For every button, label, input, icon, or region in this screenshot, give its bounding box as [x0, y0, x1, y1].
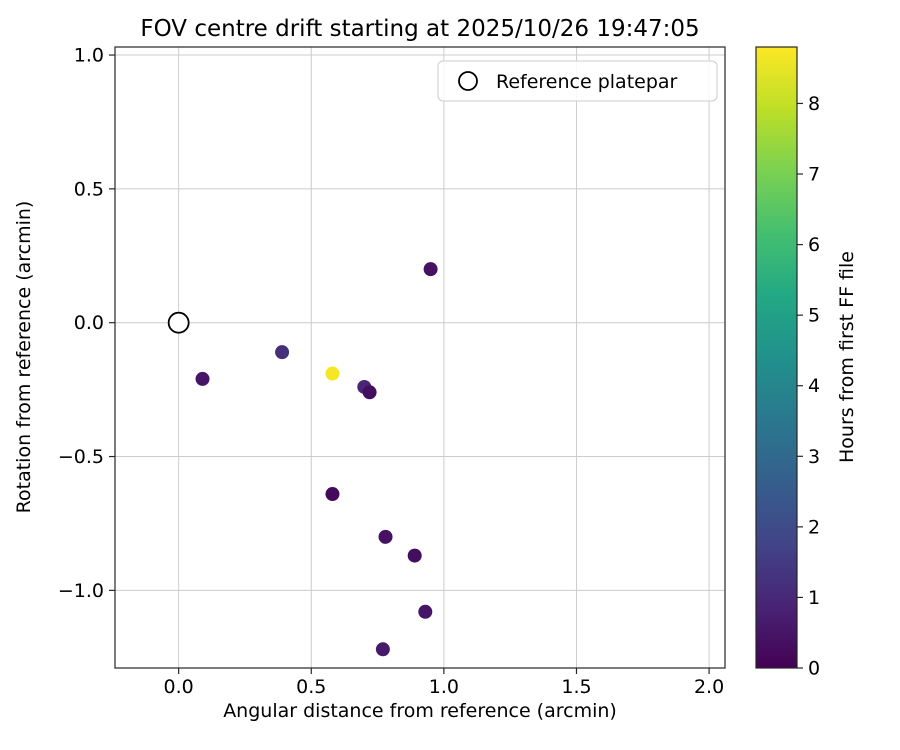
- tick-marks-and-labels: 0.0 0.5 1.0 1.5 2.0 1.0 0.5 0.0 −0.5 −1.0: [58, 45, 724, 698]
- y-tick-label: −0.5: [58, 446, 104, 468]
- colorbar-tick-label: 4: [808, 375, 820, 397]
- legend: Reference platepar: [437, 60, 718, 102]
- x-axis-label: Angular distance from reference (arcmin): [223, 700, 617, 722]
- x-tick-label: 0.5: [296, 676, 326, 698]
- x-tick-label: 0.0: [164, 676, 194, 698]
- colorbar-tick-label: 5: [808, 305, 820, 327]
- y-tick-label: 0.5: [74, 178, 104, 200]
- colorbar-tick-label: 8: [808, 93, 820, 115]
- x-tick-label: 1.0: [429, 676, 459, 698]
- data-point: [275, 345, 290, 360]
- colorbar-tick-label: 7: [808, 164, 820, 186]
- data-point: [325, 366, 340, 381]
- y-tick-label: −1.0: [58, 580, 104, 602]
- axes-frame: [114, 46, 726, 669]
- data-point: [378, 529, 393, 544]
- x-tick-label: 2.0: [694, 676, 724, 698]
- y-tick-label: 1.0: [74, 45, 104, 67]
- colorbar-tick-label: 2: [808, 516, 820, 538]
- y-axis-label: Rotation from reference (arcmin): [13, 201, 35, 514]
- colorbar-tick-label: 3: [808, 446, 820, 468]
- colorbar-tick-label: 0: [808, 658, 820, 680]
- colorbar-label: Hours from first FF file: [836, 251, 858, 463]
- data-point: [375, 642, 390, 657]
- data-point: [407, 548, 422, 563]
- data-point: [325, 487, 340, 502]
- legend-box: [437, 60, 718, 102]
- reference-platepar-legend-icon: [458, 71, 478, 91]
- data-point: [195, 371, 210, 386]
- reference-platepar-marker: [167, 311, 190, 334]
- data-point: [362, 385, 377, 400]
- grid-lines: [115, 47, 725, 668]
- data-point: [418, 604, 433, 619]
- data-point: [423, 262, 438, 277]
- plot-title: FOV centre drift starting at 2025/10/26 …: [140, 16, 699, 42]
- colorbar-gradient: [756, 47, 797, 668]
- scatter-points: [167, 262, 438, 657]
- legend-label: Reference platepar: [496, 71, 678, 93]
- colorbar: 0 1 2 3 4 5 6 7 8: [755, 46, 820, 680]
- y-tick-label: 0.0: [74, 312, 104, 334]
- x-tick-label: 1.5: [561, 676, 591, 698]
- colorbar-tick-label: 6: [808, 234, 820, 256]
- colorbar-tick-label: 1: [808, 587, 820, 609]
